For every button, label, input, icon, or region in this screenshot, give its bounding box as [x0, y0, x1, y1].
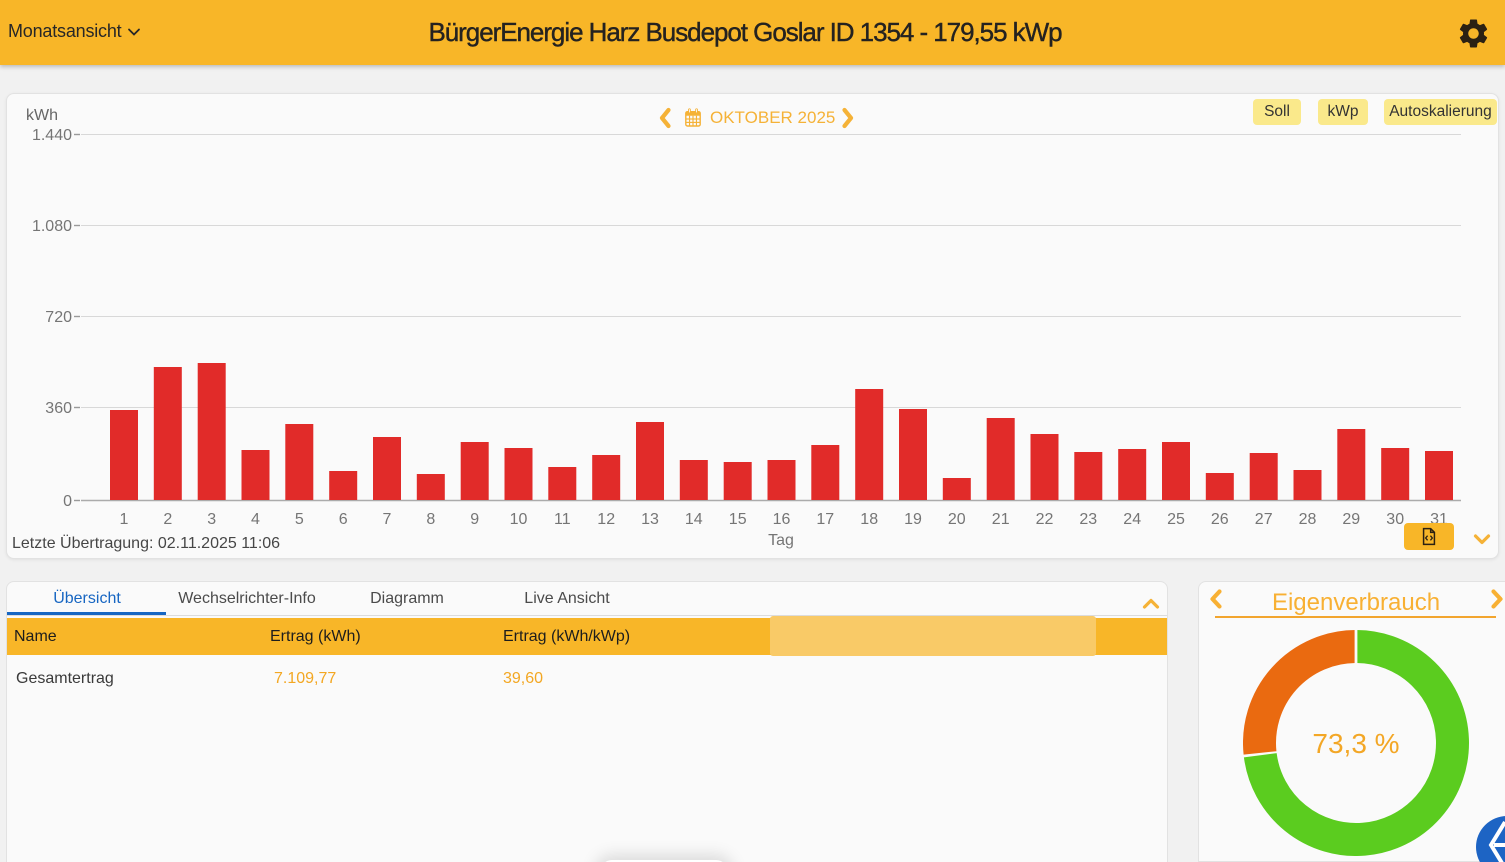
svg-text:20: 20 [948, 511, 966, 528]
svg-text:5: 5 [295, 511, 304, 528]
svg-text:4: 4 [251, 511, 260, 528]
svg-text:15: 15 [729, 511, 747, 528]
svg-text:73,3 %: 73,3 % [1312, 728, 1399, 759]
svg-text:24: 24 [1123, 511, 1141, 528]
svg-text:720: 720 [45, 309, 72, 326]
svg-text:30: 30 [1386, 511, 1404, 528]
svg-text:28: 28 [1299, 511, 1317, 528]
svg-text:21: 21 [992, 511, 1010, 528]
svg-text:3: 3 [207, 511, 216, 528]
svg-text:10: 10 [510, 511, 528, 528]
svg-text:25: 25 [1167, 511, 1185, 528]
svg-text:23: 23 [1079, 511, 1097, 528]
svg-text:16: 16 [773, 511, 791, 528]
svg-text:Tag: Tag [768, 532, 794, 549]
svg-text:27: 27 [1255, 511, 1273, 528]
svg-text:14: 14 [685, 511, 703, 528]
svg-text:13: 13 [641, 511, 659, 528]
svg-text:17: 17 [816, 511, 834, 528]
svg-text:22: 22 [1036, 511, 1054, 528]
svg-text:9: 9 [470, 511, 479, 528]
svg-text:18: 18 [860, 511, 878, 528]
svg-text:19: 19 [904, 511, 922, 528]
svg-text:8: 8 [426, 511, 435, 528]
svg-text:29: 29 [1342, 511, 1360, 528]
svg-text:12: 12 [597, 511, 615, 528]
svg-text:1.440: 1.440 [32, 127, 72, 144]
svg-text:7: 7 [383, 511, 392, 528]
svg-text:26: 26 [1211, 511, 1229, 528]
svg-text:2: 2 [163, 511, 172, 528]
svg-text:kWh: kWh [26, 107, 58, 124]
svg-text:6: 6 [339, 511, 348, 528]
svg-text:1.080: 1.080 [32, 218, 72, 235]
svg-text:1: 1 [120, 511, 129, 528]
svg-text:11: 11 [554, 511, 571, 528]
svg-text:0: 0 [63, 493, 72, 510]
svg-text:360: 360 [45, 400, 72, 417]
